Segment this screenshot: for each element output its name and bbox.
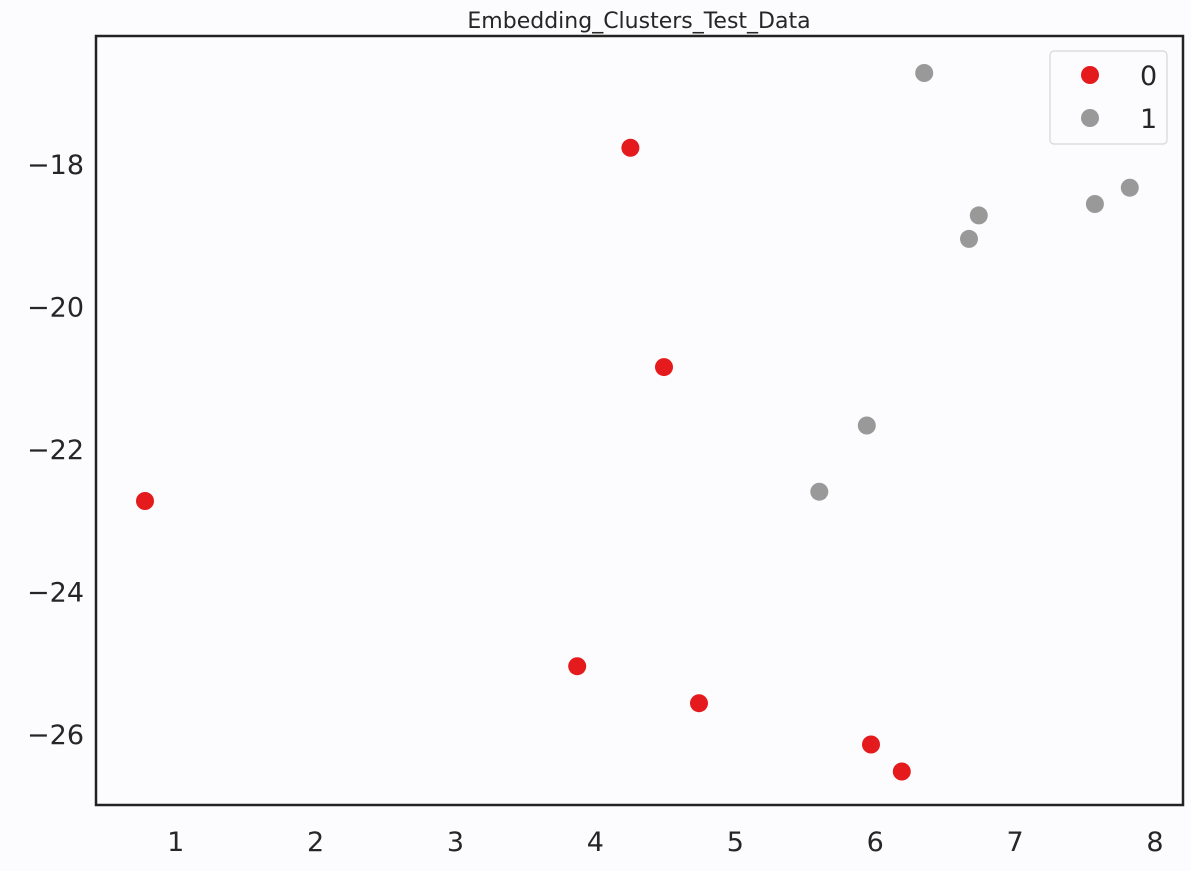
series-1-point-4 <box>960 229 978 248</box>
x-tick-label: 7 <box>1007 827 1024 858</box>
series-0-point-5 <box>862 735 880 754</box>
y-tick-label: −26 <box>27 720 84 751</box>
series-0-point-0 <box>136 492 154 510</box>
series-0-point-6 <box>892 762 911 781</box>
legend-label-0: 0 <box>1140 61 1157 92</box>
x-tick-label: 1 <box>167 827 184 858</box>
y-tick-label: −20 <box>27 293 84 324</box>
x-tick-label: 2 <box>307 827 324 858</box>
series-1-point-1 <box>1120 178 1139 197</box>
series-1-point-2 <box>1085 195 1104 213</box>
series-0-point-3 <box>568 657 587 676</box>
series-0-point-4 <box>690 694 708 713</box>
plot-background <box>96 36 1183 805</box>
legend-box <box>1049 50 1168 145</box>
y-tick-label: −22 <box>27 435 84 466</box>
y-tick-label: −24 <box>27 577 84 608</box>
series-0-point-1 <box>621 138 640 157</box>
x-tick-label: 5 <box>727 827 744 858</box>
series-1-point-5 <box>857 416 876 435</box>
legend-marker-1 <box>1081 109 1099 127</box>
legend-label-1: 1 <box>1140 104 1157 135</box>
marks-layer <box>136 64 1139 781</box>
series-1-point-3 <box>969 206 988 225</box>
series-1-point-6 <box>810 482 829 501</box>
x-tick-label: 4 <box>587 827 604 858</box>
plot-frame <box>94 34 1185 807</box>
series-0-point-2 <box>655 358 673 377</box>
y-tick-labels: −26 −24 −22 −20 −18 <box>27 150 84 751</box>
legend: 01 <box>1049 50 1168 145</box>
x-tick-labels: 1 2 3 4 5 6 7 8 <box>167 827 1163 858</box>
x-tick-label: 6 <box>867 827 884 858</box>
y-tick-label: −18 <box>27 150 84 181</box>
x-tick-label: 3 <box>447 827 464 858</box>
x-tick-label: 8 <box>1146 827 1163 858</box>
legend-marker-0 <box>1081 66 1099 84</box>
chart-title: Embedding_Clusters_Test_Data <box>467 9 810 34</box>
series-1-point-0 <box>915 64 934 82</box>
